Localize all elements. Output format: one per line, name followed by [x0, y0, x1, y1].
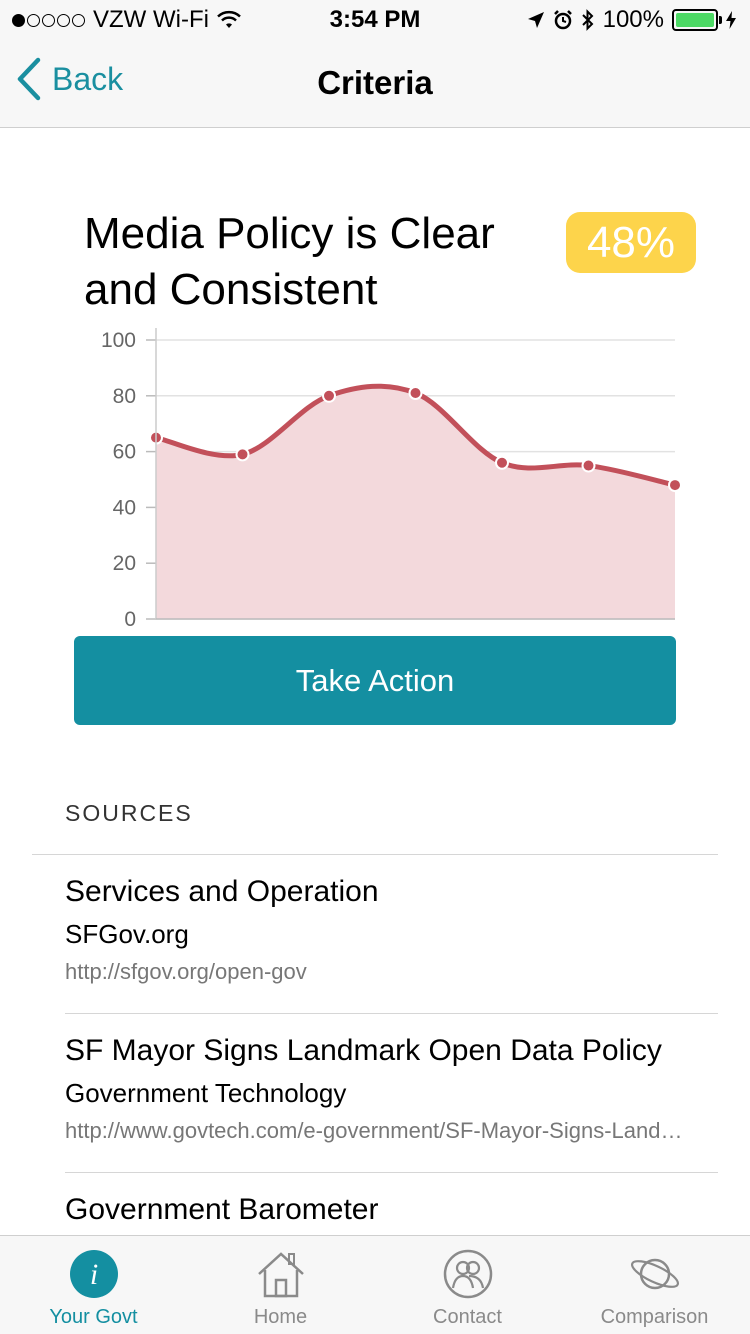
alarm-icon: [553, 10, 572, 30]
chart-data-point: [322, 388, 336, 403]
chart-data-point: [668, 478, 682, 493]
battery-icon: [672, 9, 722, 31]
percent-badge: 48%: [566, 212, 696, 273]
source-publisher: SFGov.org: [65, 919, 189, 949]
sources-divider: [32, 854, 718, 855]
criterion-title: Media Policy is Clear and Consistent: [84, 209, 495, 314]
source-title: SF Mayor Signs Landmark Open Data Policy: [65, 1034, 662, 1067]
sources-heading: SOURCES: [65, 800, 193, 826]
chart-y-tick-label: 20: [113, 552, 136, 575]
status-left: VZW Wi-Fi: [12, 6, 241, 34]
location-arrow-icon: [527, 12, 544, 28]
score-history-chart: 0 20 40 60 80 100: [101, 328, 682, 630]
source-title: Government Barometer: [65, 1193, 379, 1226]
bluetooth-icon: [581, 9, 594, 31]
tab-bar: i Your Govt Home Contact Comparison: [0, 1235, 750, 1334]
tab-label: Your Govt: [49, 1306, 138, 1328]
chart-data-point: [495, 455, 509, 470]
clock: 3:54 PM: [329, 6, 421, 33]
chart-data-point: [235, 447, 250, 462]
navigation-bar: Back Criteria: [0, 40, 750, 128]
page-title: Criteria: [317, 64, 433, 101]
chart-y-tick-label: 100: [101, 329, 136, 352]
chart-area: [156, 386, 675, 619]
status-bar: VZW Wi-Fi 3:54 PM 100%: [0, 0, 750, 40]
tab-label: Comparison: [600, 1306, 709, 1328]
info-icon: i: [69, 1250, 118, 1298]
signal-strength-icon: [12, 13, 85, 27]
status-right: 100%: [527, 6, 736, 34]
back-label: Back: [52, 60, 124, 97]
tab-home[interactable]: Home: [187, 1236, 374, 1334]
chart-y-tick-label: 0: [124, 608, 136, 630]
chart-y-tick-label: 60: [113, 441, 136, 464]
source-title: Services and Operation: [65, 875, 379, 908]
chevron-left-icon: [17, 57, 41, 101]
source-item[interactable]: Government Barometer: [65, 1173, 718, 1332]
chart-y-axis: 0 20 40 60 80 100: [101, 329, 156, 630]
tab-label: Contact: [433, 1306, 502, 1328]
chart-points: [149, 386, 682, 493]
source-url[interactable]: http://sfgov.org/open-gov: [65, 959, 307, 984]
people-icon: [443, 1249, 492, 1299]
chart-y-tick-label: 80: [113, 385, 136, 408]
tab-label: Home: [253, 1306, 308, 1328]
source-url[interactable]: http://www.govtech.com/e-government/SF-M…: [65, 1118, 685, 1143]
chart-y-tick-label: 40: [113, 496, 136, 519]
tab-your-govt[interactable]: i Your Govt: [0, 1236, 187, 1334]
chart-data-point: [581, 458, 596, 473]
planet-icon: [630, 1258, 679, 1290]
carrier-name: VZW Wi-Fi: [93, 6, 209, 33]
source-item[interactable]: Services and Operation SFGov.org http://…: [65, 855, 718, 1014]
wifi-icon: [217, 10, 241, 28]
battery-percent: 100%: [602, 6, 664, 33]
source-publisher: Government Technology: [65, 1078, 347, 1108]
house-icon: [257, 1252, 304, 1298]
back-button[interactable]: Back: [16, 54, 123, 104]
take-action-button[interactable]: Take Action: [74, 636, 676, 725]
source-item[interactable]: SF Mayor Signs Landmark Open Data Policy…: [65, 1014, 718, 1173]
tab-comparison[interactable]: Comparison: [561, 1236, 748, 1334]
svg-text:i: i: [89, 1258, 97, 1291]
tab-contact[interactable]: Contact: [374, 1236, 561, 1334]
chart-data-point: [408, 386, 423, 401]
charging-icon: [726, 11, 736, 29]
